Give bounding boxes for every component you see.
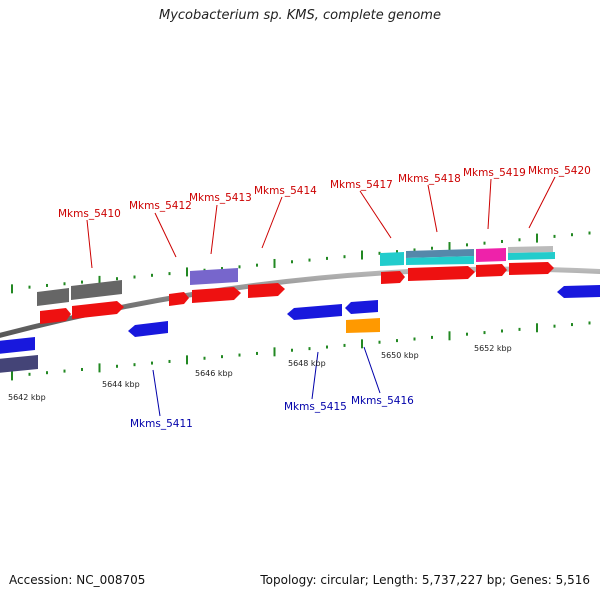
gene-feature-steel[interactable] xyxy=(406,249,474,258)
gene-label-top[interactable]: Mkms_5417 xyxy=(330,179,393,191)
page-title: Mycobacterium sp. KMS, complete genome xyxy=(159,8,441,23)
gene-arrow-reverse[interactable] xyxy=(0,337,35,354)
tick-marks xyxy=(11,231,591,381)
gene-feature-gray[interactable] xyxy=(71,280,122,300)
gene-feature-lightgray[interactable] xyxy=(508,246,553,253)
top-label-leaders xyxy=(86,176,556,269)
genome-summary-text: Topology: circular; Length: 5,737,227 bp… xyxy=(260,573,590,587)
gene-label-top[interactable]: Mkms_5414 xyxy=(254,185,317,197)
scale-label: 5646 kbp xyxy=(195,369,233,378)
gene-arrow-forward[interactable] xyxy=(192,287,241,303)
gene-feature-cyan[interactable] xyxy=(406,256,474,265)
gene-label-bottom[interactable]: Mkms_5415 xyxy=(284,401,347,413)
gene-arrow-forward[interactable] xyxy=(248,283,285,298)
scale-label: 5642 kbp xyxy=(8,393,46,402)
gene-arrow-reverse[interactable] xyxy=(557,285,600,298)
gene-arrow-forward[interactable] xyxy=(40,308,71,324)
genome-backbone xyxy=(0,266,600,338)
gene-label-bottom[interactable]: Mkms_5416 xyxy=(351,395,414,407)
bottom-label-leaders xyxy=(152,346,381,417)
scale-label: 5648 kbp xyxy=(288,359,326,368)
gene-label-top[interactable]: Mkms_5413 xyxy=(189,192,252,204)
gene-arrow-forward[interactable] xyxy=(408,266,475,281)
gene-label-top[interactable]: Mkms_5418 xyxy=(398,173,461,185)
reverse-genes xyxy=(0,285,600,373)
gene-label-top[interactable]: Mkms_5419 xyxy=(463,167,526,179)
gene-arrow-forward[interactable] xyxy=(509,262,554,275)
accession-text: Accession: NC_008705 xyxy=(9,573,146,587)
gene-feature-magenta[interactable] xyxy=(476,248,506,262)
gene-arrow-reverse[interactable] xyxy=(287,304,342,320)
gene-feature-cyan[interactable] xyxy=(508,252,555,260)
gene-feature-gray[interactable] xyxy=(37,288,69,306)
scale-label: 5650 kbp xyxy=(381,351,419,360)
gene-arrow-reverse[interactable] xyxy=(128,321,168,337)
gene-arrow-forward[interactable] xyxy=(169,292,189,306)
gene-arrow-forward[interactable] xyxy=(381,271,405,284)
gene-feature-darkpurple[interactable] xyxy=(0,355,38,373)
gene-label-top[interactable]: Mkms_5410 xyxy=(58,208,121,220)
gene-feature-cyan[interactable] xyxy=(380,252,404,266)
gene-arrow-forward[interactable] xyxy=(476,264,507,277)
gene-label-bottom[interactable]: Mkms_5411 xyxy=(130,418,193,430)
forward-genes xyxy=(40,262,554,324)
gene-feature-purple[interactable] xyxy=(190,268,238,285)
gene-feature-orange[interactable] xyxy=(346,318,380,333)
gene-arrow-forward[interactable] xyxy=(72,301,124,319)
scale-label: 5644 kbp xyxy=(102,380,140,389)
gene-label-top[interactable]: Mkms_5412 xyxy=(129,200,192,212)
gene-arrow-reverse[interactable] xyxy=(345,300,378,314)
gene-label-top[interactable]: Mkms_5420 xyxy=(528,165,591,177)
scale-label: 5652 kbp xyxy=(474,344,512,353)
